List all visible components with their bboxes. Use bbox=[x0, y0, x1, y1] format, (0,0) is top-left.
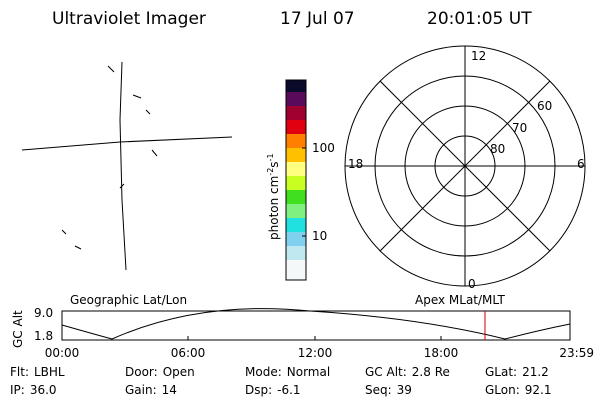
footer-label: IP: bbox=[10, 383, 25, 397]
footer-field: GLat: 21.2 bbox=[485, 365, 549, 379]
footer-value: 92.1 bbox=[525, 383, 552, 397]
mlt-label: 12 bbox=[471, 49, 486, 63]
mlt-label: 6 bbox=[577, 157, 585, 171]
footer-label: Dsp: bbox=[245, 383, 272, 397]
time: 20:01:05 UT bbox=[427, 9, 532, 29]
colorbar bbox=[285, 79, 307, 281]
footer-field: Gain: 14 bbox=[125, 383, 177, 397]
footer-value: 14 bbox=[162, 383, 177, 397]
colorbar-label: photon cm-2s-1 bbox=[266, 153, 281, 240]
footer-field: Flt: LBHL bbox=[10, 365, 65, 379]
timeline-right-label: Apex MLat/MLT bbox=[415, 293, 505, 307]
footer-value: 36.0 bbox=[30, 383, 57, 397]
footer-value: 2.8 Re bbox=[412, 365, 450, 379]
date: 17 Jul 07 bbox=[280, 9, 355, 29]
footer-value: 39 bbox=[397, 383, 412, 397]
geo-map bbox=[21, 61, 233, 271]
footer-label: Door: bbox=[125, 365, 158, 379]
timeline-x-tick: 23:59 bbox=[559, 346, 594, 360]
lat-label: 70 bbox=[512, 121, 527, 135]
timeline-x-tick: 06:00 bbox=[171, 346, 206, 360]
colorbar-tick: 10 bbox=[312, 229, 327, 243]
footer-value: Open bbox=[163, 365, 195, 379]
title: Ultraviolet Imager bbox=[52, 9, 206, 29]
footer-field: GC Alt: 2.8 Re bbox=[365, 365, 450, 379]
footer-value: LBHL bbox=[34, 365, 65, 379]
footer: Flt: LBHL Door: Open Mode: Normal GC Alt: 2.8 R… bbox=[10, 365, 551, 397]
timeline-x-tick: 00:00 bbox=[45, 346, 80, 360]
footer-label: Mode: bbox=[245, 365, 282, 379]
footer-field: IP: 36.0 bbox=[10, 383, 57, 397]
footer-field: Seq: 39 bbox=[365, 383, 412, 397]
footer-label: GLon: bbox=[485, 383, 520, 397]
timeline-y-tick: 1.8 bbox=[34, 329, 53, 343]
mlt-label: 0 bbox=[468, 277, 476, 291]
footer-field: GLon: 92.1 bbox=[485, 383, 551, 397]
timeline-y-label: GC Alt bbox=[11, 310, 25, 348]
polar-grid bbox=[344, 45, 586, 287]
footer-field: Dsp: -6.1 bbox=[245, 383, 301, 397]
footer-label: GLat: bbox=[485, 365, 517, 379]
timeline-left-label: Geographic Lat/Lon bbox=[70, 293, 187, 307]
lat-label: 60 bbox=[537, 99, 552, 113]
footer-label: Gain: bbox=[125, 383, 157, 397]
footer-field: Door: Open bbox=[125, 365, 195, 379]
lat-label: 80 bbox=[490, 142, 505, 156]
timeline-plot bbox=[61, 308, 571, 341]
footer-value: 21.2 bbox=[522, 365, 549, 379]
colorbar-tick: 100 bbox=[312, 141, 335, 155]
footer-field: Mode: Normal bbox=[245, 365, 330, 379]
timeline-x-tick: 12:00 bbox=[298, 346, 333, 360]
footer-value: Normal bbox=[287, 365, 330, 379]
mlt-label: 18 bbox=[348, 157, 363, 171]
timeline-y-tick: 9.0 bbox=[34, 306, 53, 320]
footer-value: -6.1 bbox=[277, 383, 300, 397]
footer-label: GC Alt: bbox=[365, 365, 407, 379]
footer-label: Seq: bbox=[365, 383, 392, 397]
timeline-x-tick: 18:00 bbox=[424, 346, 459, 360]
footer-label: Flt: bbox=[10, 365, 29, 379]
